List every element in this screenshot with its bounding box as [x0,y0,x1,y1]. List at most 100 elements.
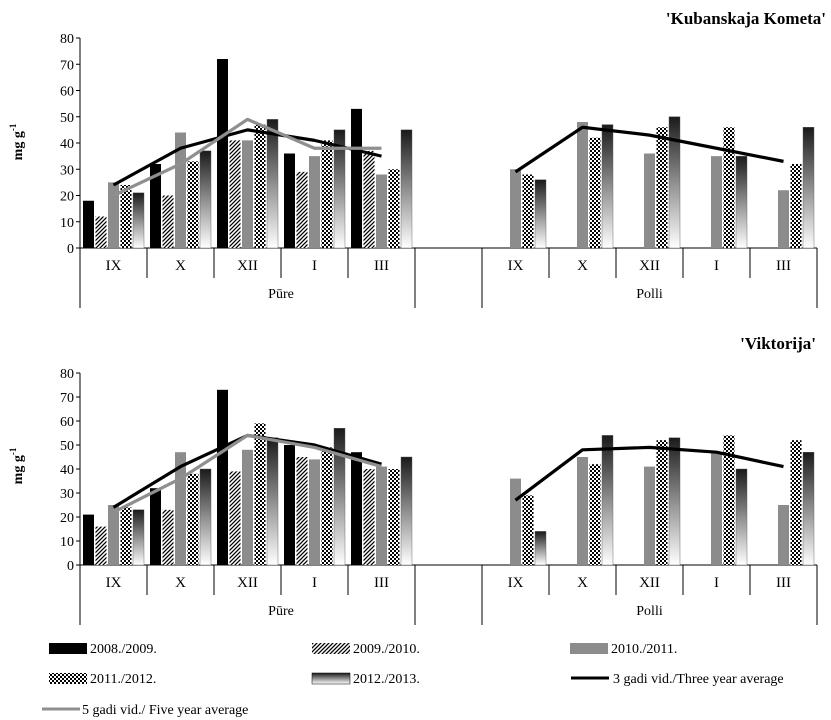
legend-label-five-year-average: 5 gadi vid./ Five year average [82,703,248,718]
chart-2-y-tick-label: 20 [60,511,74,526]
chart-2-bar [187,473,199,565]
chart-1-x-tick-label: IX [106,258,122,274]
chart-1-bar [735,155,748,249]
chart-2-bar [229,471,241,565]
chart-1-bar [522,174,534,248]
chart-1-bar [284,153,295,248]
chart-1-bar [108,182,119,248]
chart-2-y-axis-label: mg g-1 [8,447,26,484]
legend: 2008./2009. 2009./2010. 2010./2011. 2011… [42,642,784,718]
chart-1-x-tick-label: I [714,258,719,274]
chart-1-five-year-average-line [112,117,382,197]
chart-1-bar [266,119,279,249]
legend-label-2012: 2012./2013. [353,672,420,687]
chart-1-bar [351,108,362,248]
chart-2-bar [735,468,748,566]
chart-2-bar [400,456,413,566]
chart-1-bar [510,169,521,248]
chart-2-bar [376,466,387,565]
chart-2-bar [321,447,333,565]
chart-1-title: 'Kubanskaja Kometa' [666,9,826,28]
chart-2-bar [296,457,308,565]
chart-1-x-tick-label: IX [508,258,524,274]
legend-label-2010: 2010./2011. [611,642,677,657]
chart-1-bar [778,190,789,248]
chart-2-bar [217,389,228,565]
legend-item-2012: 2012./2013. [311,672,420,687]
chart-2-title: 'Viktorija' [740,334,816,353]
chart-1-y-tick-label: 70 [60,58,74,73]
legend-label-2008: 2008./2009. [90,642,157,657]
chart-2-bar [711,452,722,565]
chart-1-bar [723,127,735,248]
chart-2-bar [778,505,789,565]
legend-swatch-2009 [312,643,350,654]
chart-1-bar [95,216,107,248]
chart-2-bar [589,464,601,565]
chart-2-y-tick-label: 40 [60,463,74,478]
chart-2-x-tick-label: I [714,575,719,591]
chart-1-group-label: Pūre [268,287,294,302]
chart-2-bar [351,452,362,565]
chart-1-bar [187,161,199,248]
chart-1-bar [388,169,400,248]
chart-2-y-tick-label: 10 [60,535,74,550]
legend-label-2009: 2009./2010. [353,642,420,657]
chart-1-y-tick-label: 10 [60,216,74,231]
chart-1-y-tick-label: 40 [60,137,74,152]
chart-1-y-tick-label: 80 [60,32,74,47]
chart-1-bar [333,129,346,249]
chart-1-bar [363,150,375,248]
chart-1-bar [254,124,266,248]
chart-1-bar [400,129,413,249]
chart-1-y-tick-label: 60 [60,85,74,100]
chart-1-bar [790,164,802,248]
chart-2-x-tick-label: XII [237,575,258,591]
chart-2-three-year-average-line [514,445,784,502]
chart-2-five-year-average-line [112,433,382,514]
chart-1-x-tick-label: III [776,258,791,274]
chart-2-group-label: Polli [636,604,663,619]
legend-item-2009: 2009./2010. [312,642,420,657]
chart-1-bar [577,122,588,248]
chart-2-bar [242,449,253,565]
chart-2-bar [254,423,266,565]
chart-2-bar [333,428,346,566]
chart-2-bar [132,509,145,566]
chart-2-bar [120,507,132,565]
chart-1-x-tick-label: I [312,258,317,274]
chart-2-bar [534,531,547,566]
chart-1-y-tick-label: 0 [67,242,74,257]
chart-2-bar [656,440,668,565]
legend-swatch-2010 [570,643,608,654]
chart-1-bar [242,140,253,248]
chart-1-bar [199,150,212,249]
legend-item-2010: 2010./2011. [570,642,677,657]
chart-2-y-tick-label: 0 [67,559,74,574]
legend-item-2011: 2011./2012. [49,672,156,687]
chart-1-bar [162,195,174,248]
chart-1-y-tick-label: 50 [60,111,74,126]
legend-label-2011: 2011./2012. [90,672,156,687]
chart-1-bar [296,171,308,248]
chart-2-x-tick-label: X [175,575,186,591]
chart-2-bar [175,452,186,565]
chart-2-group-label: Pūre [268,604,294,619]
chart-1-bar [175,132,186,248]
chart-2-bar [108,505,119,565]
chart-2-bar [266,437,279,566]
legend-label-three-year-average: 3 gadi vid./Three year average [613,672,784,687]
chart-1-bar [309,156,320,248]
chart-2-y-tick-label: 30 [60,487,74,502]
chart-1-three-year-average-line [514,125,784,174]
chart-2-bar [309,459,320,565]
chart-2-bar [790,440,802,565]
chart-2-bar [162,509,174,565]
chart-2-bar [522,495,534,565]
chart-1-x-tick-label: III [374,258,389,274]
chart-1-bar [83,200,94,248]
chart-1-bar [321,140,333,248]
chart-2-bar [199,468,212,566]
chart-2-bar [284,445,295,565]
chart-1-x-tick-label: XII [237,258,258,274]
